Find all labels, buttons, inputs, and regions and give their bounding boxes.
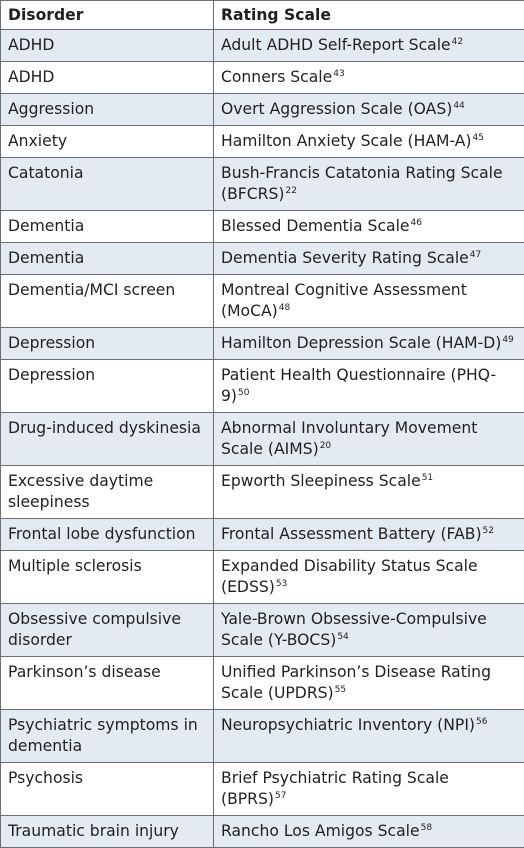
header-row: Disorder Rating Scale (1, 1, 524, 30)
table-row: Frontal lobe dysfunction Frontal Assessm… (1, 519, 524, 551)
table-row: ADHD Adult ADHD Self-Report Scale42 (1, 30, 524, 62)
scale-cell: Bush-Francis Catatonia Rating Scale (BFC… (214, 158, 524, 211)
reference-number: 49 (502, 335, 513, 345)
scale-cell: Hamilton Depression Scale (HAM-D)49 (214, 328, 524, 360)
scale-cell: Montreal Cognitive Assessment (MoCA)48 (214, 275, 524, 328)
table-row: Dementia/MCI screen Montreal Cognitive A… (1, 275, 524, 328)
disorder-cell: Aggression (1, 94, 214, 126)
scale-name: Expanded Disability Status Scale (EDSS) (221, 557, 478, 596)
scale-cell: Dementia Severity Rating Scale47 (214, 243, 524, 275)
table-row: Psychiatric symptoms in dementia Neurops… (1, 710, 524, 763)
disorder-cell: Psychosis (1, 763, 214, 816)
disorder-cell: Dementia (1, 243, 214, 275)
disorder-cell: Anxiety (1, 126, 214, 158)
scale-cell: Patient Health Questionnaire (PHQ-9)50 (214, 360, 524, 413)
disorder-cell: Drug-induced dyskinesia (1, 413, 214, 466)
disorder-cell: Parkinson’s disease (1, 657, 214, 710)
scale-name: Yale-Brown Obsessive-Compulsive Scale (Y… (221, 610, 487, 649)
scale-cell: Neuropsychiatric Inventory (NPI)56 (214, 710, 524, 763)
reference-number: 45 (473, 133, 484, 143)
header-disorder: Disorder (1, 1, 214, 30)
reference-number: 52 (483, 526, 494, 536)
table-row: Catatonia Bush-Francis Catatonia Rating … (1, 158, 524, 211)
disorder-cell: ADHD (1, 62, 214, 94)
table-row: Aggression Overt Aggression Scale (OAS)4… (1, 94, 524, 126)
table-row: Depression Patient Health Questionnaire … (1, 360, 524, 413)
disorder-cell: Psychiatric symptoms in dementia (1, 710, 214, 763)
scale-cell: Abnormal Involuntary Movement Scale (AIM… (214, 413, 524, 466)
disorder-cell: Traumatic brain injury (1, 816, 214, 848)
reference-number: 43 (333, 69, 344, 79)
scale-cell: Epworth Sleepiness Scale51 (214, 466, 524, 519)
scale-cell: Rancho Los Amigos Scale58 (214, 816, 524, 848)
scale-name: Adult ADHD Self-Report Scale (221, 36, 451, 54)
disorder-cell: ADHD (1, 30, 214, 62)
reference-number: 51 (422, 473, 433, 483)
scale-name: Overt Aggression Scale (OAS) (221, 100, 452, 118)
scale-cell: Blessed Dementia Scale46 (214, 211, 524, 243)
disorder-cell: Multiple sclerosis (1, 551, 214, 604)
scale-name: Blessed Dementia Scale (221, 217, 410, 235)
reference-number: 42 (452, 37, 463, 47)
scale-cell: Brief Psychiatric Rating Scale (BPRS)57 (214, 763, 524, 816)
scale-name: Patient Health Questionnaire (PHQ-9) (221, 366, 496, 405)
scale-cell: Expanded Disability Status Scale (EDSS)5… (214, 551, 524, 604)
reference-number: 54 (337, 632, 348, 642)
disorder-cell: Depression (1, 360, 214, 413)
scale-name: Conners Scale (221, 68, 332, 86)
disorder-cell: Dementia (1, 211, 214, 243)
disorder-cell: Dementia/MCI screen (1, 275, 214, 328)
disorder-cell: Frontal lobe dysfunction (1, 519, 214, 551)
table-row: Anxiety Hamilton Anxiety Scale (HAM-A)45 (1, 126, 524, 158)
table-row: Dementia Dementia Severity Rating Scale4… (1, 243, 524, 275)
reference-number: 53 (276, 579, 287, 589)
table-row: Traumatic brain injury Rancho Los Amigos… (1, 816, 524, 848)
disorder-cell: Excessive daytime sleepiness (1, 466, 214, 519)
scale-name: Frontal Assessment Battery (FAB) (221, 525, 482, 543)
scale-name: Unified Parkinson’s Disease Rating Scale… (221, 663, 491, 702)
disorder-cell: Obsessive compulsive disorder (1, 604, 214, 657)
scale-name: Bush-Francis Catatonia Rating Scale (BFC… (221, 164, 503, 203)
table-row: Multiple sclerosis Expanded Disability S… (1, 551, 524, 604)
table-row: Parkinson’s disease Unified Parkinson’s … (1, 657, 524, 710)
reference-number: 48 (279, 303, 290, 313)
reference-number: 22 (285, 186, 296, 196)
scale-name: Hamilton Anxiety Scale (HAM-A) (221, 132, 472, 150)
scale-cell: Yale-Brown Obsessive-Compulsive Scale (Y… (214, 604, 524, 657)
scale-name: Montreal Cognitive Assessment (MoCA) (221, 281, 467, 320)
table-row: Depression Hamilton Depression Scale (HA… (1, 328, 524, 360)
scale-name: Epworth Sleepiness Scale (221, 472, 421, 490)
table-row: ADHD Conners Scale43 (1, 62, 524, 94)
table-row: Obsessive compulsive disorder Yale-Brown… (1, 604, 524, 657)
reference-number: 47 (470, 250, 481, 260)
scale-cell: Hamilton Anxiety Scale (HAM-A)45 (214, 126, 524, 158)
table-row: Drug-induced dyskinesia Abnormal Involun… (1, 413, 524, 466)
reference-number: 57 (275, 791, 286, 801)
scale-cell: Overt Aggression Scale (OAS)44 (214, 94, 524, 126)
disorder-cell: Depression (1, 328, 214, 360)
scale-name: Abnormal Involuntary Movement Scale (AIM… (221, 419, 477, 458)
reference-number: 56 (476, 717, 487, 727)
scale-name: Hamilton Depression Scale (HAM-D) (221, 334, 501, 352)
table-row: Psychosis Brief Psychiatric Rating Scale… (1, 763, 524, 816)
disorder-cell: Catatonia (1, 158, 214, 211)
reference-number: 44 (453, 101, 464, 111)
reference-number: 55 (335, 685, 346, 695)
scale-cell: Unified Parkinson’s Disease Rating Scale… (214, 657, 524, 710)
reference-number: 50 (238, 388, 249, 398)
scale-cell: Frontal Assessment Battery (FAB)52 (214, 519, 524, 551)
reference-number: 20 (320, 441, 331, 451)
table-row: Excessive daytime sleepiness Epworth Sle… (1, 466, 524, 519)
table-row: Dementia Blessed Dementia Scale46 (1, 211, 524, 243)
scale-name: Dementia Severity Rating Scale (221, 249, 469, 267)
header-rating-scale: Rating Scale (214, 1, 524, 30)
scale-name: Neuropsychiatric Inventory (NPI) (221, 716, 475, 734)
scale-name: Brief Psychiatric Rating Scale (BPRS) (221, 769, 449, 808)
scale-cell: Conners Scale43 (214, 62, 524, 94)
scale-cell: Adult ADHD Self-Report Scale42 (214, 30, 524, 62)
reference-number: 46 (411, 218, 422, 228)
